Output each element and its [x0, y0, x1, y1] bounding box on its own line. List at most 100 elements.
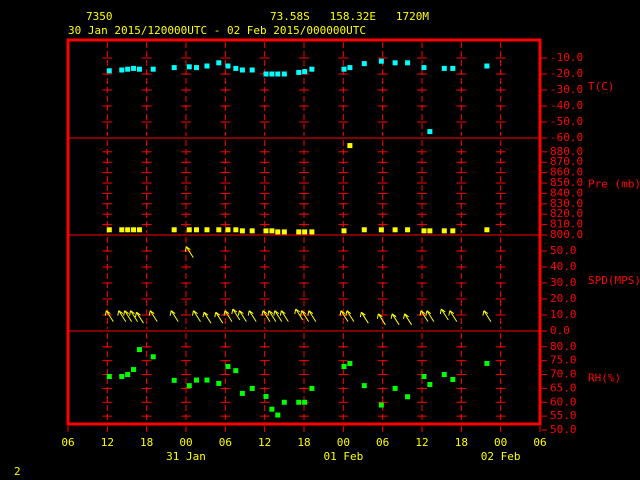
data-point — [296, 69, 302, 75]
wind-arrow — [267, 310, 277, 322]
data-point — [421, 373, 427, 379]
data-point — [347, 143, 353, 149]
wind-arrow — [104, 310, 114, 322]
data-point — [131, 367, 137, 373]
y-tick-label: 870.0 — [550, 155, 583, 168]
wind-arrow — [247, 310, 257, 322]
panel-label: RH(%) — [588, 372, 621, 385]
x-tick-label: 18 — [455, 436, 468, 449]
panel-label: T(C) — [588, 80, 615, 93]
x-tick-label: 12 — [101, 436, 114, 449]
data-point — [484, 360, 490, 366]
wind-arrow — [134, 311, 144, 324]
wind-arrow — [169, 310, 179, 322]
data-point — [296, 229, 302, 235]
y-tick-label: -20.0 — [550, 67, 583, 80]
wind-arrow — [123, 310, 133, 322]
x-date-label: 01 Feb — [323, 450, 363, 463]
wind-arrow — [237, 310, 247, 322]
wind-arrow — [231, 308, 241, 321]
y-tick-label: 800.0 — [550, 228, 583, 241]
data-point — [150, 354, 156, 360]
data-point — [484, 227, 490, 233]
y-tick-label: 0.0 — [550, 324, 570, 337]
data-point — [225, 227, 231, 233]
y-tick-label: 840.0 — [550, 186, 583, 199]
data-point — [193, 65, 199, 71]
data-point — [131, 65, 137, 71]
y-tick-label: 80.0 — [550, 340, 577, 353]
y-tick-label: -40.0 — [550, 99, 583, 112]
data-point — [309, 229, 315, 235]
x-tick-label: 06 — [376, 436, 389, 449]
data-point — [275, 71, 281, 77]
y-tick-label: 810.0 — [550, 218, 583, 231]
data-point — [225, 363, 231, 369]
y-tick-label: 10.0 — [550, 308, 577, 321]
wind-arrow — [148, 310, 158, 322]
x-tick-label: 06 — [61, 436, 74, 449]
data-point — [186, 64, 192, 70]
data-point — [441, 372, 447, 378]
data-point — [450, 377, 456, 383]
data-point — [281, 229, 287, 235]
data-point — [378, 58, 384, 64]
wind-arrow — [376, 313, 386, 326]
wind-arrow — [214, 311, 224, 324]
data-point — [361, 61, 367, 67]
data-point — [136, 347, 142, 353]
data-point — [392, 227, 398, 233]
x-tick-label: 00 — [494, 436, 507, 449]
x-tick-label: 18 — [297, 436, 310, 449]
wind-arrow — [261, 310, 271, 322]
x-tick-label: 18 — [140, 436, 153, 449]
wind-arrow — [117, 310, 127, 322]
x-tick-label: 00 — [337, 436, 350, 449]
data-point — [309, 66, 315, 72]
data-point — [263, 71, 269, 77]
data-point — [269, 406, 275, 412]
panel-label: SPD(MPS) — [588, 274, 640, 287]
y-tick-label: 75.0 — [550, 354, 577, 367]
data-point — [171, 65, 177, 71]
data-point — [106, 227, 112, 233]
data-point — [296, 399, 302, 405]
data-point — [249, 385, 255, 391]
wind-arrow — [359, 311, 369, 324]
data-point — [405, 60, 411, 66]
data-point — [216, 227, 222, 233]
data-point — [125, 227, 131, 233]
wind-arrow — [403, 313, 412, 326]
data-point — [216, 60, 222, 66]
y-tick-label: 820.0 — [550, 207, 583, 220]
data-point — [193, 227, 199, 233]
wind-arrow — [448, 310, 458, 322]
data-point — [239, 67, 245, 73]
data-point — [193, 377, 199, 383]
data-point — [125, 66, 131, 72]
data-point — [233, 65, 239, 71]
x-tick-label: 00 — [179, 436, 192, 449]
data-point — [186, 227, 192, 233]
data-point — [302, 69, 308, 75]
plot-frame — [66, 38, 542, 426]
wind-arrow — [191, 310, 201, 322]
y-tick-label: -30.0 — [550, 83, 583, 96]
y-tick-label: -10.0 — [550, 51, 583, 64]
chart-title: 30 Jan 2015/120000UTC - 02 Feb 2015/0000… — [68, 24, 366, 37]
y-tick-label: -50.0 — [550, 115, 583, 128]
data-point — [233, 227, 239, 233]
data-point — [186, 383, 192, 389]
x-tick-label: 12 — [415, 436, 428, 449]
data-point — [378, 227, 384, 233]
data-point — [119, 67, 125, 73]
y-tick-label: 880.0 — [550, 145, 583, 158]
data-point — [239, 390, 245, 396]
wind-arrow — [345, 310, 355, 322]
wind-arrow — [129, 310, 138, 322]
data-point — [106, 373, 112, 379]
data-point — [427, 129, 433, 135]
data-point — [171, 377, 177, 383]
data-point — [392, 60, 398, 66]
